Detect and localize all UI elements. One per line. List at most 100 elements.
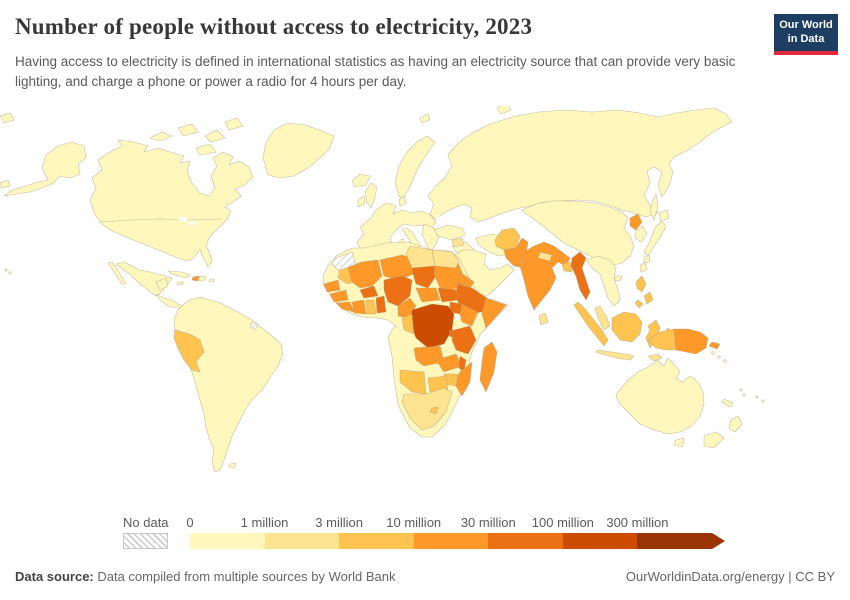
- country-lesotho[interactable]: [429, 406, 439, 415]
- legend-bin-1[interactable]: [264, 533, 340, 549]
- island-new-britain[interactable]: [708, 341, 721, 350]
- region-south-america[interactable]: [173, 296, 284, 473]
- country-ivory-coast[interactable]: [351, 299, 367, 315]
- country-congo[interactable]: [401, 313, 415, 335]
- country-burkina-faso[interactable]: [359, 285, 379, 299]
- legend-bin-2[interactable]: [339, 533, 414, 549]
- arctic-island-4[interactable]: [224, 117, 244, 131]
- region-malay-peninsula[interactable]: [594, 305, 611, 331]
- region-scandinavia[interactable]: [394, 135, 436, 200]
- country-philippines-luzon[interactable]: [635, 275, 647, 293]
- legend-bin-6[interactable]: [637, 533, 713, 549]
- country-libya[interactable]: [405, 245, 436, 269]
- country-togo-benin[interactable]: [375, 295, 387, 314]
- country-south-korea[interactable]: [634, 225, 648, 243]
- island-tasmania[interactable]: [673, 437, 685, 448]
- region-french-guiana[interactable]: [249, 321, 259, 331]
- legend-bin-4[interactable]: [488, 533, 563, 549]
- region-indochina[interactable]: [585, 255, 621, 307]
- country-mozambique[interactable]: [455, 361, 473, 397]
- country-namibia[interactable]: [399, 369, 427, 395]
- country-tanzania[interactable]: [451, 325, 477, 355]
- country-canada-usa[interactable]: [89, 139, 254, 268]
- country-somalia[interactable]: [481, 297, 507, 329]
- island-hainan[interactable]: [613, 275, 623, 282]
- country-nigeria[interactable]: [383, 275, 413, 307]
- country-ghana[interactable]: [365, 299, 377, 315]
- island-sakhalin[interactable]: [649, 193, 659, 221]
- country-south-africa[interactable]: [401, 387, 453, 431]
- country-new-zealand-south[interactable]: [703, 431, 725, 449]
- country-australia[interactable]: [615, 357, 705, 435]
- country-mexico[interactable]: [115, 261, 173, 297]
- country-uk[interactable]: [364, 182, 378, 209]
- arctic-island-5[interactable]: [195, 143, 217, 156]
- country-senegal[interactable]: [323, 279, 341, 293]
- country-philippines-mindanao[interactable]: [643, 291, 654, 305]
- falkland-islands[interactable]: [228, 462, 237, 469]
- legend-bin-5[interactable]: [562, 533, 638, 549]
- solomon-2[interactable]: [717, 355, 721, 359]
- country-india[interactable]: [519, 241, 571, 311]
- island-fiji-1[interactable]: [755, 395, 759, 399]
- island-new-caledonia[interactable]: [721, 398, 734, 408]
- country-mali[interactable]: [347, 259, 383, 289]
- country-taiwan[interactable]: [639, 261, 648, 273]
- island-timor[interactable]: [647, 353, 663, 362]
- country-egypt[interactable]: [431, 249, 460, 269]
- solomon-1[interactable]: [711, 351, 715, 355]
- country-madagascar[interactable]: [479, 341, 498, 393]
- country-russia[interactable]: [427, 107, 733, 223]
- country-myanmar[interactable]: [570, 251, 591, 301]
- country-china[interactable]: [521, 200, 635, 267]
- country-dominican-republic[interactable]: [198, 275, 207, 282]
- country-alaska[interactable]: [3, 141, 87, 197]
- country-peru[interactable]: [173, 329, 205, 373]
- island-sumatra[interactable]: [573, 301, 609, 347]
- island-java[interactable]: [595, 349, 635, 361]
- island-fiji-2[interactable]: [761, 399, 765, 403]
- legend-bin-3[interactable]: [413, 533, 489, 549]
- region-europe-mainland[interactable]: [356, 202, 437, 253]
- country-ireland[interactable]: [357, 195, 366, 208]
- country-guinea[interactable]: [329, 289, 349, 303]
- country-sri-lanka[interactable]: [538, 312, 549, 326]
- country-mexico-baja[interactable]: [107, 261, 127, 285]
- owid-logo[interactable]: Our World in Data: [774, 14, 838, 55]
- legend-no-data-swatch[interactable]: [123, 533, 168, 549]
- hawaii-1[interactable]: [4, 268, 8, 272]
- footer-license-link[interactable]: CC BY: [795, 569, 835, 584]
- footer-url-link[interactable]: OurWorldinData.org/energy: [625, 569, 785, 584]
- country-haiti[interactable]: [191, 275, 200, 282]
- country-denmark[interactable]: [398, 195, 407, 207]
- country-syria[interactable]: [451, 237, 465, 248]
- country-bangladesh[interactable]: [561, 261, 573, 273]
- country-south-sudan[interactable]: [437, 287, 459, 303]
- island-borneo[interactable]: [611, 311, 643, 343]
- island-vanuatu-1[interactable]: [739, 388, 743, 392]
- country-japan-kyushu[interactable]: [643, 254, 651, 264]
- island-vanuatu-2[interactable]: [742, 393, 746, 397]
- country-japan-hokkaido[interactable]: [658, 209, 670, 222]
- hawaii-2[interactable]: [8, 271, 12, 275]
- arctic-island-2[interactable]: [177, 123, 199, 137]
- country-japan-honshu[interactable]: [643, 220, 667, 257]
- country-puerto-rico[interactable]: [208, 278, 215, 283]
- country-jamaica[interactable]: [176, 281, 185, 286]
- country-siberia-fragment[interactable]: [0, 112, 15, 124]
- country-mexico-yucatan[interactable]: [155, 277, 169, 291]
- country-central-african-republic[interactable]: [415, 287, 441, 303]
- country-kenya[interactable]: [459, 303, 479, 327]
- country-north-korea[interactable]: [629, 213, 643, 231]
- country-iceland[interactable]: [351, 173, 371, 188]
- country-greenland[interactable]: [262, 122, 335, 179]
- country-cuba[interactable]: [167, 270, 191, 279]
- country-aleutians[interactable]: [0, 179, 11, 189]
- country-afghanistan[interactable]: [494, 227, 521, 251]
- solomon-3[interactable]: [723, 359, 727, 363]
- arctic-island-3[interactable]: [204, 129, 226, 143]
- country-nepal[interactable]: [537, 251, 553, 262]
- country-papua-new-guinea[interactable]: [673, 328, 709, 355]
- country-new-zealand-north[interactable]: [728, 415, 743, 433]
- legend-bin-0[interactable]: [190, 533, 265, 549]
